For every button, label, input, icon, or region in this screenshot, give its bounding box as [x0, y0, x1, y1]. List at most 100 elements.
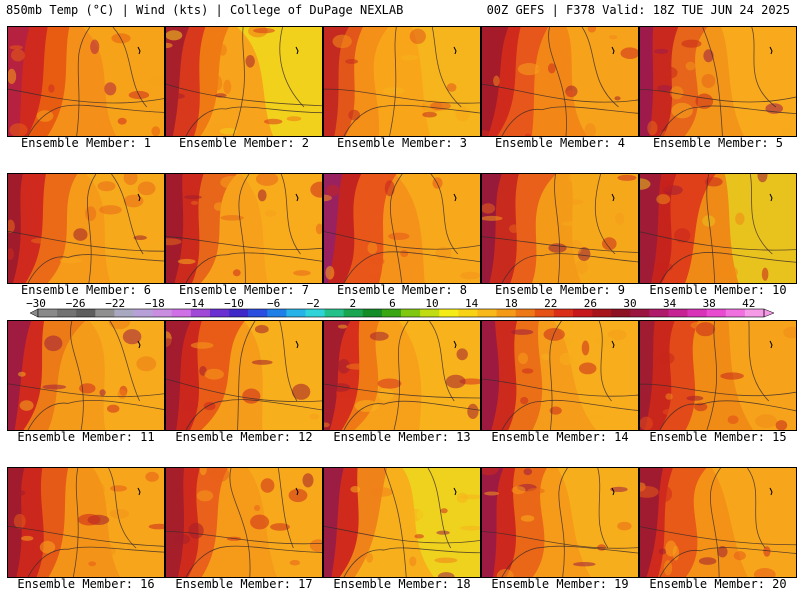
colorbar-swatch	[668, 309, 688, 317]
temperature-field	[482, 27, 638, 136]
ensemble-member-map	[323, 320, 481, 431]
ensemble-member-label: Ensemble Member: 2	[178, 136, 310, 150]
ensemble-member-label: Ensemble Member: 11	[17, 430, 155, 444]
ensemble-member-label: Ensemble Member: 18	[333, 577, 471, 591]
temperature-field	[8, 468, 164, 577]
colorbar-tick-label: −26	[65, 297, 86, 310]
colorbar-left-arrow	[29, 308, 39, 318]
colorbar-swatch	[553, 309, 574, 317]
temperature-field	[324, 174, 480, 283]
colorbar-tick-label: 2	[349, 297, 357, 310]
colorbar-swatch	[362, 309, 383, 317]
colorbar-swatch	[515, 309, 536, 317]
temperature-field	[640, 468, 796, 577]
ensemble-member-label: Ensemble Member: 3	[336, 136, 468, 150]
ensemble-member-map	[165, 173, 323, 284]
temperature-field	[482, 468, 638, 577]
ensemble-member-label: Ensemble Member: 14	[491, 430, 629, 444]
temperature-field	[8, 321, 164, 430]
colorbar-swatch	[114, 309, 134, 317]
ensemble-member-label: Ensemble Member: 12	[175, 430, 313, 444]
temperature-field	[324, 468, 480, 577]
ensemble-member-label: Ensemble Member: 6	[20, 283, 152, 297]
colorbar-swatch	[687, 309, 707, 317]
ensemble-member-map	[7, 320, 165, 431]
colorbar-swatch	[248, 309, 268, 317]
ensemble-member-map	[165, 467, 323, 578]
ensemble-member-map	[481, 320, 639, 431]
ensemble-member-label: Ensemble Member: 10	[649, 283, 787, 297]
colorbar-swatch	[286, 309, 306, 317]
temperature-field	[640, 27, 796, 136]
temperature-field	[166, 27, 322, 136]
colorbar-swatch	[343, 309, 364, 317]
colorbar-tick-label: 22	[544, 297, 558, 310]
colorbar-swatch	[76, 309, 96, 317]
ensemble-member-map	[323, 173, 481, 284]
colorbar-swatch	[534, 309, 555, 317]
colorbar-tick-label: 30	[623, 297, 637, 310]
colorbar-swatch	[401, 309, 421, 317]
colorbar-tick-label: −18	[144, 297, 165, 310]
colorbar-swatch	[171, 309, 192, 317]
colorbar-swatch	[458, 309, 478, 317]
temperature-field	[324, 27, 480, 136]
colorbar-swatch	[324, 309, 344, 317]
temperature-field	[640, 174, 796, 283]
colorbar-swatch	[630, 309, 650, 317]
colorbar-tick-label: −6	[266, 297, 281, 310]
ensemble-member-map	[639, 467, 797, 578]
ensemble-member-map	[323, 467, 481, 578]
colorbar-tick-label: −10	[224, 297, 244, 310]
colorbar-tick-label: 18	[504, 297, 518, 310]
colorbar-swatch	[95, 309, 115, 317]
temperature-field	[166, 174, 322, 283]
colorbar-swatch	[267, 309, 287, 317]
colorbar-swatch	[133, 309, 153, 317]
temperature-colorbar	[29, 308, 775, 318]
ensemble-member-map	[7, 467, 165, 578]
ensemble-member-label: Ensemble Member: 15	[649, 430, 787, 444]
colorbar-swatch	[496, 309, 516, 317]
colorbar-swatch	[744, 309, 765, 317]
ensemble-member-map	[481, 173, 639, 284]
temperature-field	[8, 27, 164, 136]
colorbar-swatch	[725, 309, 746, 317]
temperature-field	[482, 174, 638, 283]
ensemble-member-label: Ensemble Member: 16	[17, 577, 155, 591]
colorbar-swatch	[649, 309, 669, 317]
colorbar-swatch	[706, 309, 727, 317]
colorbar-swatch	[611, 309, 631, 317]
ensemble-member-label: Ensemble Member: 1	[20, 136, 152, 150]
colorbar-tick-label: −22	[105, 297, 126, 310]
ensemble-member-label: Ensemble Member: 20	[649, 577, 787, 591]
ensemble-member-map	[639, 320, 797, 431]
ensemble-member-map	[639, 26, 797, 137]
ensemble-member-label: Ensemble Member: 4	[494, 136, 626, 150]
temperature-field	[166, 321, 322, 430]
temperature-field	[324, 321, 480, 430]
ensemble-member-map	[639, 173, 797, 284]
colorbar-swatch	[38, 309, 58, 317]
colorbar-tick-label: 14	[464, 297, 479, 310]
ensemble-member-label: Ensemble Member: 8	[336, 283, 468, 297]
temperature-field	[8, 174, 164, 283]
colorbar-swatch	[229, 309, 249, 317]
colorbar-swatch	[592, 309, 612, 317]
ensemble-member-map	[7, 26, 165, 137]
ensemble-member-label: Ensemble Member: 5	[652, 136, 784, 150]
colorbar-swatch	[572, 309, 593, 317]
ensemble-member-label: Ensemble Member: 13	[333, 430, 471, 444]
colorbar-swatch	[209, 309, 230, 317]
ensemble-member-label: Ensemble Member: 7	[178, 283, 310, 297]
colorbar-tick-label: 38	[702, 297, 716, 310]
colorbar-swatch	[57, 309, 77, 317]
ensemble-member-map	[481, 26, 639, 137]
colorbar-right-arrow	[763, 308, 775, 318]
temperature-field	[640, 321, 796, 430]
ensemble-member-map	[7, 173, 165, 284]
colorbar-tick-label: 10	[425, 297, 439, 310]
temperature-field	[482, 321, 638, 430]
colorbar-tick-label: 42	[742, 297, 756, 310]
temperature-field	[166, 468, 322, 577]
